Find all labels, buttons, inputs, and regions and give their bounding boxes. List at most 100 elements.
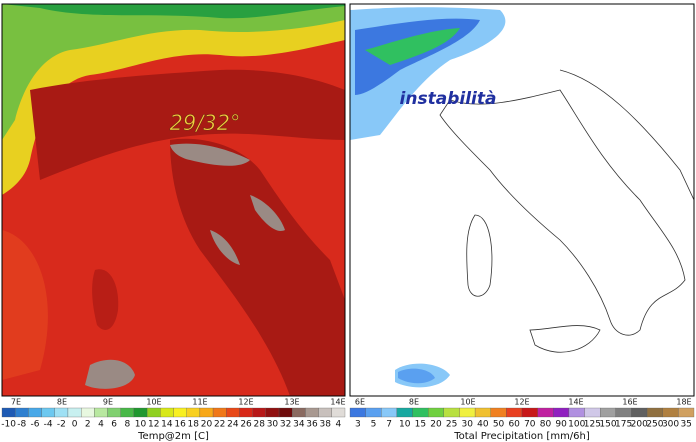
lon-label: 16E bbox=[622, 398, 637, 407]
colorbar-label: 50 bbox=[493, 420, 505, 430]
colorbar-title: Temp@2m [C] bbox=[137, 431, 209, 442]
colorbar-label: 80 bbox=[540, 420, 552, 430]
colorbar-swatch bbox=[506, 407, 523, 418]
colorbar-label: 150 bbox=[599, 420, 616, 430]
colorbar-label: -2 bbox=[57, 420, 66, 430]
lon-label: 13E bbox=[284, 398, 299, 407]
colorbar-swatch bbox=[278, 407, 293, 418]
colorbar-label: 10 bbox=[399, 420, 411, 430]
colorbar-label: 8 bbox=[124, 420, 130, 430]
colorbar-swatch bbox=[521, 407, 538, 418]
colorbar-swatch bbox=[67, 407, 82, 418]
colorbar-label: -4 bbox=[44, 420, 53, 430]
colorbar-label: 24 bbox=[227, 420, 239, 430]
colorbar-swatch bbox=[28, 407, 42, 418]
colorbar-label: 30 bbox=[267, 420, 279, 430]
colorbar-swatch bbox=[459, 407, 476, 418]
colorbar-label: 0 bbox=[72, 420, 78, 430]
colorbar-label: 40 bbox=[477, 420, 489, 430]
colorbar-swatch bbox=[349, 407, 366, 418]
colorbar-label: 5 bbox=[371, 420, 377, 430]
colorbar-swatch bbox=[381, 407, 398, 418]
colorbar-label: -6 bbox=[30, 420, 39, 430]
colorbar-swatch bbox=[646, 407, 663, 418]
lon-label: 8E bbox=[57, 398, 67, 407]
colorbar-swatch bbox=[305, 407, 319, 418]
temperature-map: 29/32° bbox=[2, 4, 345, 396]
colorbar-label: -8 bbox=[17, 420, 26, 430]
colorbar-title: Total Precipitation [mm/6h] bbox=[453, 431, 590, 442]
lon-label: 10E bbox=[146, 398, 161, 407]
colorbar-swatch bbox=[292, 407, 306, 418]
colorbar-swatch bbox=[537, 407, 554, 418]
lon-label: 18E bbox=[676, 398, 691, 407]
lon-label: 14E bbox=[330, 398, 345, 407]
colorbar-swatch bbox=[600, 407, 616, 418]
colorbar-swatch bbox=[631, 407, 648, 418]
colorbar-label: 20 bbox=[430, 420, 442, 430]
colorbar-swatch bbox=[133, 407, 148, 418]
annotation: 29/32° bbox=[169, 111, 240, 135]
colorbar-swatch bbox=[81, 407, 95, 418]
precipitation-map: instabilità bbox=[350, 4, 694, 396]
colorbar-swatch bbox=[678, 407, 695, 418]
colorbar-swatch bbox=[186, 407, 201, 418]
colorbar-label: 28 bbox=[254, 420, 266, 430]
colorbar-label: 20 bbox=[201, 420, 213, 430]
colorbar-swatch bbox=[365, 407, 382, 418]
colorbar-label: 16 bbox=[174, 420, 186, 430]
colorbar-label: 32 bbox=[280, 420, 291, 430]
colorbar-swatch bbox=[160, 407, 174, 418]
colorbar-label: 15 bbox=[415, 420, 426, 430]
colorbar-swatch bbox=[318, 407, 332, 418]
colorbar-label: 10 bbox=[135, 420, 147, 430]
colorbar-swatch bbox=[443, 407, 460, 418]
colorbar-label: 175 bbox=[615, 420, 632, 430]
colorbar-label: -10 bbox=[1, 420, 16, 430]
colorbar-swatch bbox=[15, 407, 29, 418]
colorbar-label: 35 bbox=[680, 420, 691, 430]
colorbar-label: 300 bbox=[662, 420, 679, 430]
colorbar-label: 3 bbox=[355, 420, 361, 430]
colorbar-swatch bbox=[331, 407, 346, 418]
colorbar-label: 4 bbox=[336, 420, 342, 430]
colorbar-swatch bbox=[662, 407, 679, 418]
colorbar-swatch bbox=[199, 407, 214, 418]
lon-label: 8E bbox=[409, 398, 419, 407]
annotation: instabilità bbox=[400, 89, 497, 109]
colorbar-swatch bbox=[146, 407, 161, 418]
colorbar-swatch bbox=[490, 407, 507, 418]
colorbar-swatch bbox=[584, 407, 601, 418]
colorbar-swatch bbox=[212, 407, 227, 418]
colorbar-label: 34 bbox=[293, 420, 305, 430]
colorbar-label: 18 bbox=[188, 420, 200, 430]
colorbar-swatch bbox=[173, 407, 187, 418]
colorbar-label: 14 bbox=[161, 420, 173, 430]
colorbar-swatch bbox=[239, 407, 253, 418]
colorbar-swatch bbox=[553, 407, 570, 418]
lon-label: 12E bbox=[238, 398, 253, 407]
lon-label: 12E bbox=[514, 398, 529, 407]
colorbar-label: 125 bbox=[584, 420, 601, 430]
colorbar-swatch bbox=[568, 407, 585, 418]
colorbar-swatch bbox=[226, 407, 240, 418]
colorbar-swatch bbox=[107, 407, 121, 418]
colorbar-label: 200 bbox=[631, 420, 648, 430]
colorbar-swatch bbox=[396, 407, 413, 418]
colorbar-swatch bbox=[54, 407, 69, 418]
colorbar-swatch bbox=[474, 407, 491, 418]
colorbar-swatch bbox=[94, 407, 108, 418]
colorbar-swatch bbox=[265, 407, 280, 418]
colorbar-label: 36 bbox=[306, 420, 318, 430]
colorbar-label: 7 bbox=[386, 420, 392, 430]
colorbar-swatch bbox=[41, 407, 55, 418]
colorbar-label: 12 bbox=[148, 420, 159, 430]
colorbar-label: 70 bbox=[524, 420, 536, 430]
colorbar-swatch bbox=[1, 407, 16, 418]
colorbar-swatch bbox=[428, 407, 444, 418]
colorbar-swatch bbox=[120, 407, 135, 418]
colorbar-label: 2 bbox=[85, 420, 91, 430]
colorbar-label: 26 bbox=[240, 420, 252, 430]
colorbar-label: 38 bbox=[319, 420, 331, 430]
